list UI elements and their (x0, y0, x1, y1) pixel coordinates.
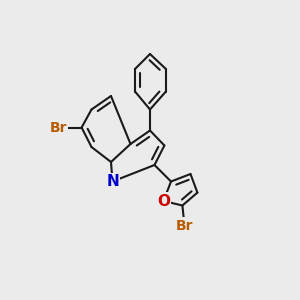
Text: Br: Br (50, 121, 67, 134)
Text: Br: Br (176, 219, 193, 232)
Text: O: O (157, 194, 170, 208)
Text: N: N (106, 174, 119, 189)
